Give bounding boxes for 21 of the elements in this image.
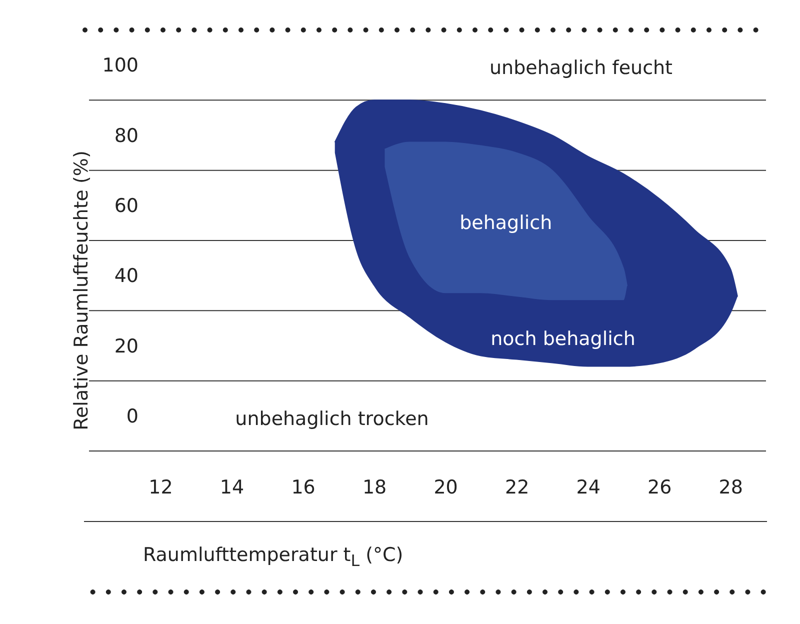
annotation: noch behaglich <box>490 328 636 350</box>
y-tick-label: 100 <box>102 54 138 77</box>
x-tick-label: 24 <box>576 476 600 498</box>
annotation: unbehaglich feucht <box>489 57 673 79</box>
y-tick-label: 0 <box>126 405 138 428</box>
x-tick-label: 20 <box>434 476 458 498</box>
x-axis-title: Raumlufttemperatur t$_{L}$ (°C) <box>143 544 404 570</box>
y-tick-label: 60 <box>114 194 138 217</box>
y-tick-label: 20 <box>114 335 138 358</box>
x-tick-label: 22 <box>504 476 530 498</box>
x-tick-label: 18 <box>362 476 387 498</box>
x-tick-label: 26 <box>648 476 672 498</box>
y-tick-label: 40 <box>114 265 138 288</box>
x-tick-label: 28 <box>718 476 743 498</box>
y-tick-label: 80 <box>114 124 138 147</box>
y-axis-title: Relative Raumluftfeuchte (%) <box>70 150 92 430</box>
x-tick-label: 14 <box>220 476 244 498</box>
series-label: behaglich <box>460 212 552 234</box>
x-tick-label: 16 <box>291 476 316 498</box>
x-tick-label: 12 <box>148 476 173 498</box>
annotation: unbehaglich trocken <box>235 408 429 430</box>
